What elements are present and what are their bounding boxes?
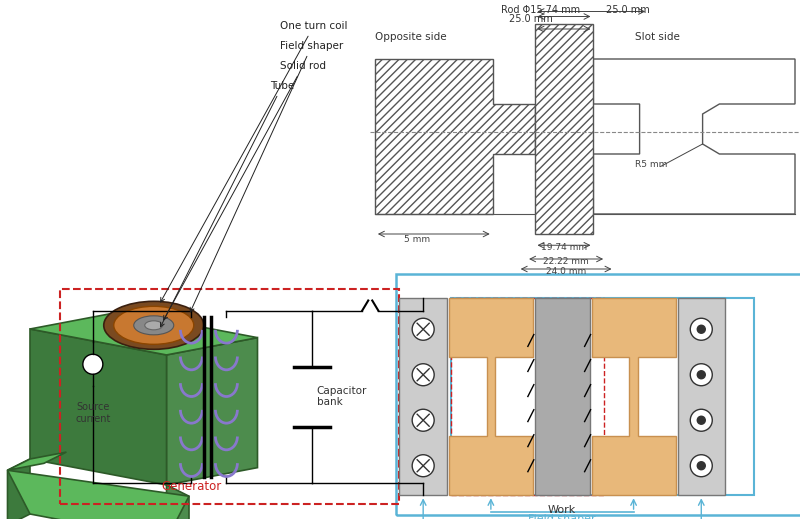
Text: 22.22 mm: 22.22 mm [543, 257, 589, 266]
Ellipse shape [134, 316, 174, 335]
Circle shape [698, 462, 706, 470]
Circle shape [690, 318, 712, 340]
Text: Source
current: Source current [75, 402, 110, 424]
Text: One turn coil: One turn coil [161, 21, 347, 302]
Bar [535, 297, 590, 496]
Text: Capacitor
bank: Capacitor bank [317, 386, 367, 407]
Bar [678, 297, 725, 496]
Bar [399, 297, 447, 496]
Text: 19.74 mm: 19.74 mm [541, 243, 587, 252]
Polygon shape [449, 297, 533, 496]
Bar [396, 274, 800, 515]
Polygon shape [375, 59, 534, 214]
Bar [450, 297, 604, 496]
Ellipse shape [114, 306, 194, 344]
Polygon shape [7, 459, 30, 519]
Text: Opposite side: Opposite side [375, 32, 446, 42]
Text: Field shaper: Field shaper [529, 514, 596, 519]
Text: 25.0 mm: 25.0 mm [510, 14, 553, 24]
Circle shape [412, 409, 434, 431]
Polygon shape [534, 24, 594, 234]
Text: Rod Φ15.74 mm: Rod Φ15.74 mm [501, 5, 580, 15]
Polygon shape [166, 338, 258, 485]
Text: Field shaper: Field shaper [190, 41, 343, 312]
Text: Solid rod: Solid rod [164, 61, 326, 320]
Polygon shape [7, 452, 66, 470]
Text: R5 mm: R5 mm [635, 160, 668, 169]
Bar [450, 297, 754, 496]
Polygon shape [30, 329, 166, 485]
Circle shape [412, 364, 434, 386]
Circle shape [690, 455, 712, 477]
Circle shape [412, 318, 434, 340]
Circle shape [698, 371, 706, 379]
Text: Tube: Tube [161, 81, 294, 327]
Text: Work
pieces: Work pieces [544, 506, 580, 519]
Circle shape [698, 416, 706, 424]
Ellipse shape [104, 302, 204, 349]
Circle shape [698, 325, 706, 333]
Text: Slot side: Slot side [635, 32, 680, 42]
Text: 5 mm: 5 mm [404, 235, 430, 244]
Ellipse shape [145, 321, 162, 330]
Text: 24.0 mm: 24.0 mm [546, 267, 586, 276]
Polygon shape [166, 485, 189, 519]
Polygon shape [7, 470, 189, 519]
Text: Generator: Generator [162, 480, 222, 493]
Polygon shape [592, 297, 675, 496]
Text: 25.0 mm: 25.0 mm [606, 5, 650, 15]
Polygon shape [594, 59, 795, 214]
Circle shape [83, 354, 103, 374]
Bar [60, 289, 399, 504]
Polygon shape [30, 312, 258, 355]
Circle shape [690, 364, 712, 386]
Circle shape [412, 455, 434, 477]
Circle shape [690, 409, 712, 431]
